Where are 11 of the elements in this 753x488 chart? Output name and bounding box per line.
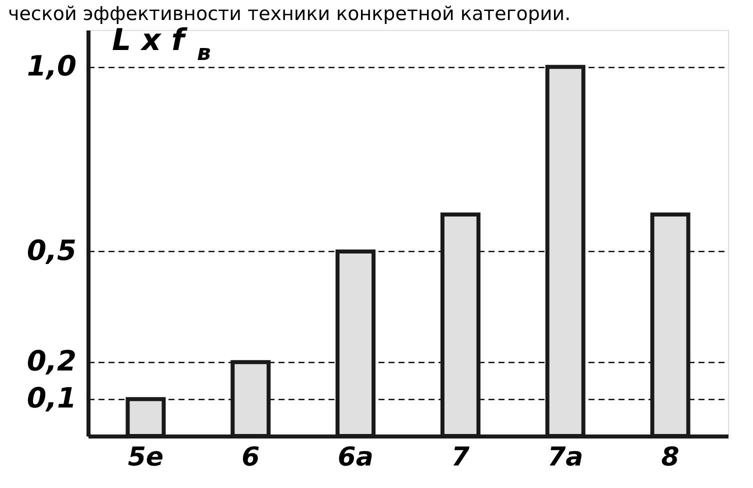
y-tick-label: 0,2 <box>26 344 76 378</box>
x-tick-label: 5е <box>128 442 164 472</box>
x-tick-label: 6 <box>242 442 260 472</box>
x-tick-label: 7а <box>548 442 584 472</box>
x-tick-label: 7 <box>451 442 470 472</box>
x-tick-label: 8 <box>661 442 680 472</box>
y-tick-label: 0,5 <box>26 234 76 267</box>
y-tick-label: 1,0 <box>26 49 76 82</box>
chart-title: ческой эффективности техники конкретной категории. <box>8 3 571 25</box>
y-tick-label: 0,1 <box>26 382 76 415</box>
x-tick-label: 6а <box>338 442 374 472</box>
